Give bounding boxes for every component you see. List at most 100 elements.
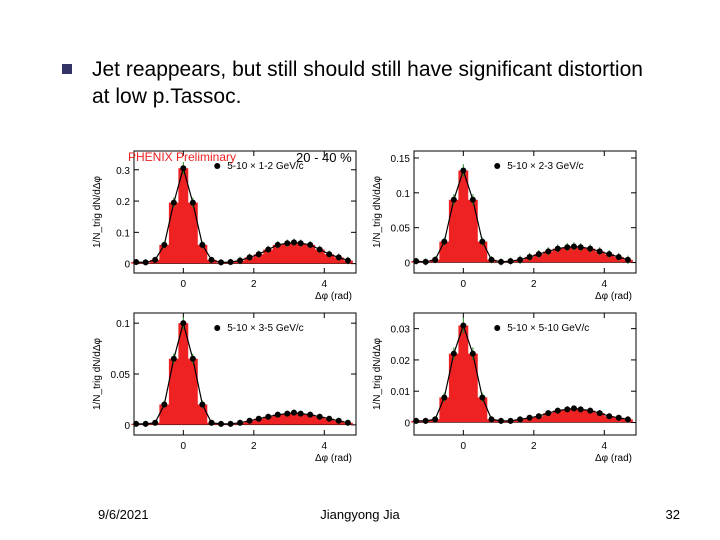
data-marker — [171, 356, 177, 362]
ytick-label: 0.15 — [391, 154, 411, 165]
xtick-label: 2 — [531, 279, 537, 290]
xtick-label: 0 — [461, 441, 467, 452]
data-marker — [578, 244, 584, 250]
data-marker — [284, 240, 290, 246]
bar — [188, 203, 198, 264]
data-marker — [291, 239, 297, 245]
data-marker — [555, 246, 561, 252]
data-marker — [161, 402, 167, 408]
footer-page-number: 32 — [666, 507, 680, 522]
xtick-label: 4 — [322, 279, 328, 290]
data-marker — [460, 323, 466, 329]
data-marker — [265, 247, 271, 253]
data-marker — [527, 415, 533, 421]
data-marker — [218, 421, 224, 427]
legend-label: 5-10 × 5-10 GeV/c — [507, 323, 589, 334]
data-marker — [133, 259, 139, 265]
chart-svg: 00.050.10.150245-10 × 2-3 GeV/c1/N_trig … — [368, 145, 644, 303]
bar — [449, 354, 459, 423]
data-marker — [536, 251, 542, 257]
data-marker — [625, 416, 631, 422]
data-marker — [498, 418, 504, 424]
data-marker — [451, 351, 457, 357]
data-marker — [597, 410, 603, 416]
data-marker — [199, 242, 205, 248]
chart-svg: 00.050.10245-10 × 3-5 GeV/c1/N_trig dN/d… — [88, 307, 364, 465]
bar — [188, 359, 198, 425]
data-marker — [527, 254, 533, 260]
x-axis-label: Δφ (rad) — [595, 291, 632, 302]
xtick-label: 4 — [602, 441, 608, 452]
data-marker — [298, 240, 304, 246]
data-marker — [161, 242, 167, 248]
y-axis-label: 1/N_trig dN/dΔφ — [92, 175, 103, 248]
data-marker — [256, 251, 262, 257]
legend-marker-icon — [494, 163, 500, 169]
data-marker — [190, 356, 196, 362]
xtick-label: 4 — [322, 441, 328, 452]
data-marker — [228, 421, 234, 427]
panel-0: 00.10.20.30245-10 × 1-2 GeV/c1/N_trig dN… — [88, 145, 364, 303]
bar — [468, 200, 478, 263]
data-marker — [218, 259, 224, 265]
data-marker — [479, 239, 485, 245]
data-marker — [578, 406, 584, 412]
data-marker — [180, 165, 186, 171]
ytick-label: 0.1 — [116, 319, 130, 330]
data-marker — [571, 405, 577, 411]
ytick-label: 0.01 — [391, 387, 411, 398]
ytick-label: 0 — [404, 418, 410, 429]
data-marker — [247, 254, 253, 260]
data-marker — [470, 197, 476, 203]
data-marker — [291, 410, 297, 416]
data-marker — [298, 411, 304, 417]
data-marker — [508, 258, 514, 264]
data-marker — [441, 239, 447, 245]
data-marker — [606, 251, 612, 257]
data-marker — [625, 257, 631, 263]
data-marker — [171, 200, 177, 206]
legend-marker-icon — [214, 325, 220, 331]
x-axis-label: Δφ (rad) — [315, 453, 352, 464]
bar — [169, 359, 179, 425]
data-marker — [432, 416, 438, 422]
ytick-label: 0 — [124, 260, 130, 271]
data-marker — [587, 408, 593, 414]
data-marker — [284, 411, 290, 417]
data-marker — [545, 410, 551, 416]
data-marker — [345, 257, 351, 263]
data-marker — [336, 254, 342, 260]
centrality-label: 20 - 40 % — [296, 150, 352, 165]
data-marker — [423, 259, 429, 265]
data-marker — [180, 320, 186, 326]
x-axis-label: Δφ (rad) — [595, 453, 632, 464]
ytick-label: 0.05 — [391, 224, 411, 235]
data-marker — [209, 257, 215, 263]
preliminary-label: PHENIX Preliminary — [128, 150, 236, 164]
ytick-label: 0.1 — [396, 189, 410, 200]
data-marker — [451, 197, 457, 203]
data-marker — [616, 415, 622, 421]
chart-grid: 00.10.20.30245-10 × 1-2 GeV/c1/N_trig dN… — [88, 145, 644, 465]
bullet-icon — [62, 64, 72, 74]
data-marker — [479, 394, 485, 400]
data-marker — [536, 413, 542, 419]
xtick-label: 0 — [181, 441, 187, 452]
ytick-label: 0.03 — [391, 325, 411, 336]
footer-name: Jiangyong Jia — [0, 507, 720, 522]
data-marker — [228, 259, 234, 265]
data-marker — [143, 259, 149, 265]
y-axis-label: 1/N_trig dN/dΔφ — [372, 175, 383, 248]
data-marker — [133, 421, 139, 427]
data-marker — [564, 244, 570, 250]
data-marker — [441, 394, 447, 400]
data-marker — [413, 418, 419, 424]
data-marker — [423, 418, 429, 424]
xtick-label: 0 — [461, 279, 467, 290]
data-marker — [247, 418, 253, 424]
y-axis-label: 1/N_trig dN/dΔφ — [92, 337, 103, 410]
data-marker — [616, 254, 622, 260]
bar — [458, 326, 468, 423]
ytick-label: 0.2 — [116, 197, 130, 208]
data-marker — [237, 257, 243, 263]
